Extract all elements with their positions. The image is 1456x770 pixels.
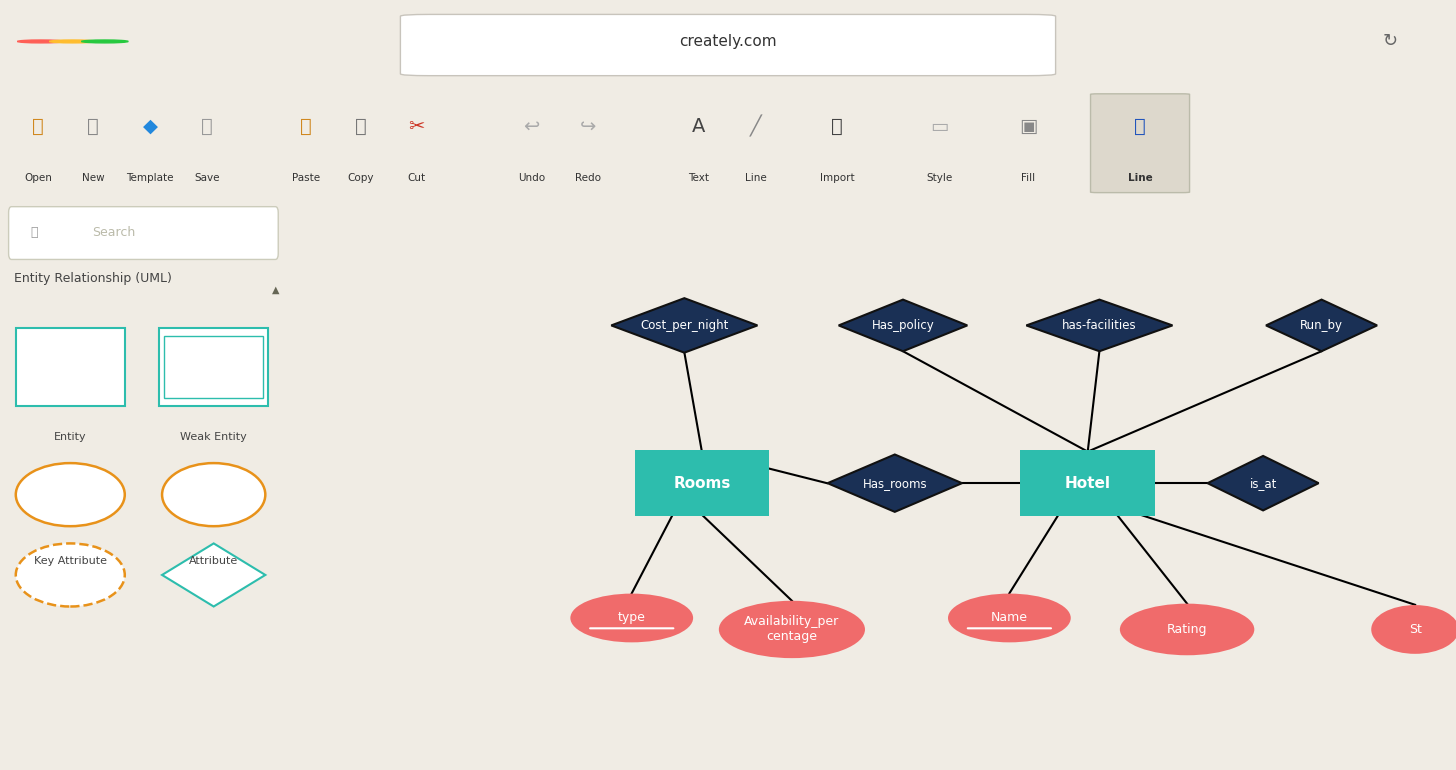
Text: ↻: ↻	[1383, 32, 1398, 51]
Ellipse shape	[16, 544, 125, 607]
Ellipse shape	[719, 601, 865, 658]
Text: New: New	[82, 173, 105, 183]
Text: Save: Save	[194, 173, 220, 183]
Text: is_at: is_at	[1249, 477, 1277, 490]
Ellipse shape	[948, 594, 1070, 642]
Ellipse shape	[162, 463, 265, 526]
Ellipse shape	[571, 594, 693, 642]
FancyBboxPatch shape	[635, 450, 769, 516]
Text: 🔍: 🔍	[31, 226, 38, 239]
Text: Rooms: Rooms	[673, 476, 731, 490]
FancyBboxPatch shape	[16, 328, 125, 406]
FancyBboxPatch shape	[1021, 450, 1155, 516]
Text: Entity Relationship (UML): Entity Relationship (UML)	[15, 272, 172, 285]
Text: ↪: ↪	[579, 117, 597, 136]
FancyBboxPatch shape	[159, 328, 268, 406]
Text: 🖼: 🖼	[831, 117, 843, 136]
Text: creately.com: creately.com	[678, 34, 778, 49]
Text: 📁: 📁	[32, 117, 44, 136]
Ellipse shape	[16, 463, 125, 526]
Text: Open: Open	[23, 173, 52, 183]
FancyBboxPatch shape	[1091, 94, 1190, 192]
Text: Paste: Paste	[291, 173, 320, 183]
Text: 📄: 📄	[87, 117, 99, 136]
Text: Has_rooms: Has_rooms	[862, 477, 927, 490]
Circle shape	[17, 40, 64, 43]
Text: Line: Line	[745, 173, 766, 183]
Text: 📋: 📋	[300, 117, 312, 136]
Text: 📄: 📄	[355, 117, 367, 136]
Ellipse shape	[1120, 604, 1254, 655]
Text: Attribute: Attribute	[189, 556, 239, 566]
Text: Import: Import	[820, 173, 855, 183]
Text: Search: Search	[92, 226, 135, 239]
Text: Fill: Fill	[1021, 173, 1035, 183]
Text: ▲: ▲	[272, 285, 280, 295]
FancyBboxPatch shape	[165, 336, 264, 398]
Text: ▭: ▭	[930, 117, 948, 136]
Text: Name: Name	[992, 611, 1028, 624]
Text: Cost_per_night: Cost_per_night	[641, 319, 728, 332]
Text: type: type	[617, 611, 645, 624]
Text: ↩: ↩	[523, 117, 540, 136]
Polygon shape	[1267, 300, 1377, 351]
Text: has-facilities: has-facilities	[1061, 319, 1137, 332]
Text: ✂: ✂	[408, 117, 425, 136]
Text: ▣: ▣	[1019, 117, 1037, 136]
Text: 💾: 💾	[201, 117, 213, 136]
Text: Availability_per
centage: Availability_per centage	[744, 615, 840, 644]
Text: Key Attribute: Key Attribute	[33, 556, 106, 566]
Text: Line: Line	[1128, 173, 1152, 183]
Circle shape	[50, 40, 96, 43]
Text: Rating: Rating	[1166, 623, 1207, 636]
Text: Undo: Undo	[518, 173, 545, 183]
Text: Entity: Entity	[54, 432, 86, 442]
Text: Run_by: Run_by	[1300, 319, 1342, 332]
Polygon shape	[1026, 300, 1172, 351]
Polygon shape	[839, 300, 967, 351]
Text: Template: Template	[127, 173, 173, 183]
Polygon shape	[1207, 456, 1319, 511]
Text: A: A	[692, 117, 706, 136]
FancyBboxPatch shape	[9, 206, 278, 259]
Polygon shape	[162, 544, 265, 607]
Text: Style: Style	[926, 173, 952, 183]
Text: Copy: Copy	[348, 173, 374, 183]
Text: Text: Text	[689, 173, 709, 183]
Polygon shape	[827, 454, 962, 512]
Text: ╱: ╱	[750, 116, 761, 137]
Text: St: St	[1408, 623, 1421, 636]
Text: ◆: ◆	[143, 117, 157, 136]
Circle shape	[82, 40, 128, 43]
Ellipse shape	[1372, 605, 1456, 654]
Text: Has_policy: Has_policy	[872, 319, 935, 332]
Text: Weak Entity: Weak Entity	[181, 432, 248, 442]
Text: Redo: Redo	[575, 173, 601, 183]
FancyBboxPatch shape	[400, 15, 1056, 75]
Polygon shape	[612, 298, 757, 353]
Text: Cut: Cut	[408, 173, 425, 183]
Text: 〜: 〜	[1134, 117, 1146, 136]
Text: Hotel: Hotel	[1064, 476, 1111, 490]
